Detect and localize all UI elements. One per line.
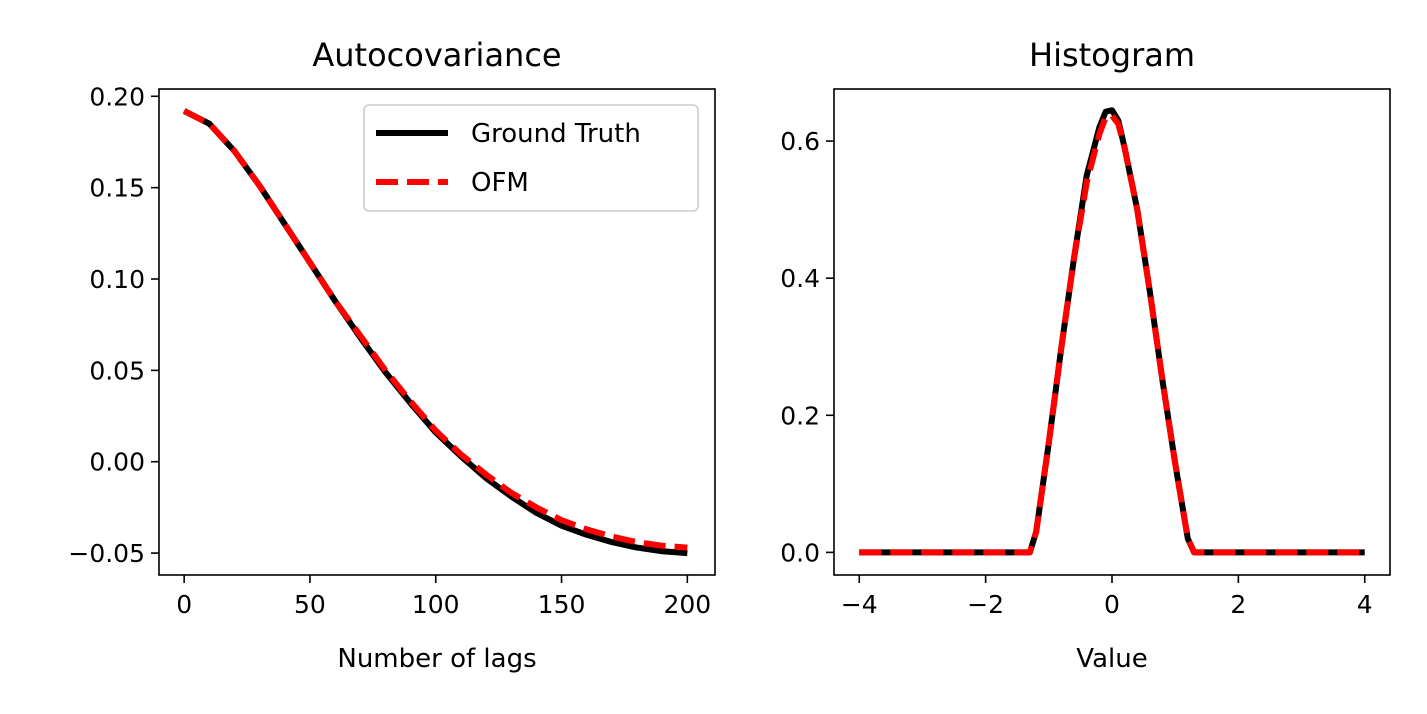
autocovariance-x-tick-label: 50: [294, 590, 326, 619]
autocovariance-y-tick-label: 0.20: [89, 82, 145, 111]
autocovariance-x-tick-label: 150: [538, 590, 586, 619]
histogram-x-tick-label: 0: [1104, 590, 1120, 619]
histogram-x-tick-label: 4: [1357, 590, 1373, 619]
histogram-x-axis-label: Value: [1076, 644, 1147, 674]
autocovariance-axes-frame: [158, 88, 716, 576]
legend-ground-truth-label: Ground Truth: [471, 119, 641, 149]
autocovariance-title: Autocovariance: [312, 36, 561, 74]
autocovariance-lines: [182, 108, 688, 557]
autocovariance-y-ticks: −0.05 0.00 0.05 0.10 0.15 0.20: [68, 82, 159, 568]
histogram-y-tick-label: 0.0: [780, 538, 820, 567]
histogram-y-tick-label: 0.4: [780, 264, 820, 293]
autocovariance-y-tick-label: 0.05: [89, 356, 145, 385]
histogram-x-tick-label: −4: [841, 590, 878, 619]
histogram-panel: Histogram −4 −2 0 2 4 0.0 0.2 0.4 0.6 Value: [780, 36, 1391, 674]
histogram-y-tick-label: 0.6: [780, 127, 820, 156]
autocovariance-x-ticks: 0 50 100 150 200: [176, 575, 711, 619]
autocovariance-panel: Autocovariance 0 50 100 150 200 −0.05 0.00 0.0…: [68, 36, 716, 674]
histogram-title: Histogram: [1029, 36, 1195, 74]
autocovariance-x-tick-label: 200: [663, 590, 711, 619]
autocovariance-y-tick-label: 0.15: [89, 174, 145, 203]
autocovariance-y-tick-label: 0.00: [89, 448, 145, 477]
autocovariance-y-tick-label: 0.10: [89, 265, 145, 294]
histogram-x-tick-label: 2: [1230, 590, 1246, 619]
autocovariance-y-tick-label: −0.05: [68, 539, 145, 568]
histogram-y-ticks: 0.0 0.2 0.4 0.6: [780, 127, 834, 567]
histogram-x-ticks: −4 −2 0 2 4: [841, 575, 1373, 619]
autocovariance-x-tick-label: 0: [176, 590, 192, 619]
autocovariance-x-tick-label: 100: [412, 590, 460, 619]
autocovariance-x-axis-label: Number of lags: [337, 644, 536, 674]
histogram-series-ground-truth: [859, 107, 1365, 556]
histogram-axes-frame: [833, 88, 1391, 576]
histogram-x-tick-label: −2: [967, 590, 1004, 619]
legend: Ground Truth OFM: [363, 104, 699, 212]
histogram-lines: [859, 107, 1365, 556]
autocovariance-series-ofm: [182, 108, 688, 551]
histogram-series-ofm: [859, 112, 1365, 556]
histogram-y-tick-label: 0.2: [780, 401, 820, 430]
legend-ofm-label: OFM: [471, 168, 529, 198]
